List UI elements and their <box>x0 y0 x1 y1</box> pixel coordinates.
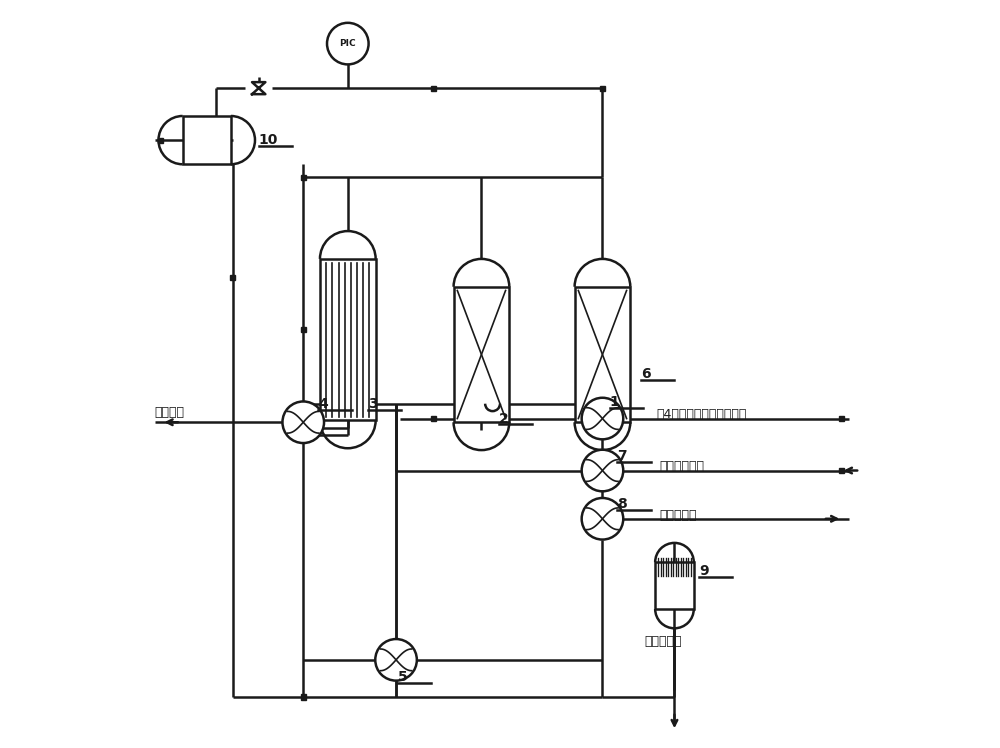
Text: 废热锅炉给水: 废热锅炉给水 <box>660 460 705 473</box>
Text: 10: 10 <box>259 133 278 147</box>
Bar <box>655 562 694 609</box>
Circle shape <box>375 639 417 681</box>
Text: 6: 6 <box>641 367 651 381</box>
Bar <box>431 85 436 91</box>
Bar <box>839 468 844 473</box>
Text: 合成天然气: 合成天然气 <box>660 509 697 521</box>
Bar <box>158 138 163 143</box>
Text: 脓4制合成气来自净化工序: 脓4制合成气来自净化工序 <box>656 408 746 421</box>
Text: 7: 7 <box>617 449 627 463</box>
Text: 4: 4 <box>318 396 328 411</box>
Bar <box>575 286 630 423</box>
Bar <box>454 286 509 423</box>
Circle shape <box>282 402 324 443</box>
Text: 8: 8 <box>617 497 627 511</box>
Bar <box>600 85 605 91</box>
Circle shape <box>582 398 623 439</box>
Text: 1: 1 <box>610 395 620 409</box>
Bar <box>301 694 306 699</box>
Bar <box>839 416 844 421</box>
Text: 3: 3 <box>368 396 377 411</box>
Text: 工艺冷凝液: 工艺冷凝液 <box>645 635 682 648</box>
Bar <box>301 327 306 332</box>
Text: 过热蒸汽: 过热蒸汽 <box>155 406 185 419</box>
Text: 5: 5 <box>398 670 407 684</box>
Bar <box>431 416 436 421</box>
Circle shape <box>582 450 623 491</box>
Bar <box>301 174 306 180</box>
Circle shape <box>582 498 623 539</box>
Bar <box>230 275 235 280</box>
Text: 2: 2 <box>499 411 508 426</box>
Text: PIC: PIC <box>339 39 356 48</box>
Circle shape <box>327 23 369 64</box>
Bar <box>320 259 376 420</box>
Bar <box>183 116 231 165</box>
Text: 9: 9 <box>699 564 709 577</box>
